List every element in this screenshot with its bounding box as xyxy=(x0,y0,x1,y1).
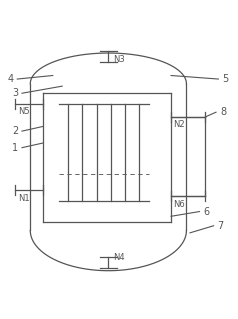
Text: 8: 8 xyxy=(220,107,226,117)
Text: 7: 7 xyxy=(218,221,224,231)
Text: N5: N5 xyxy=(18,108,30,116)
Text: N1: N1 xyxy=(18,194,30,203)
Text: 4: 4 xyxy=(7,74,13,84)
Text: N2: N2 xyxy=(174,121,185,130)
Text: 2: 2 xyxy=(12,126,18,136)
Text: 6: 6 xyxy=(203,207,210,217)
Text: 1: 1 xyxy=(12,143,18,153)
Text: N3: N3 xyxy=(113,56,125,64)
Text: 5: 5 xyxy=(222,74,229,84)
Text: 3: 3 xyxy=(12,88,18,98)
Text: N6: N6 xyxy=(174,200,185,209)
Text: N4: N4 xyxy=(113,253,125,263)
